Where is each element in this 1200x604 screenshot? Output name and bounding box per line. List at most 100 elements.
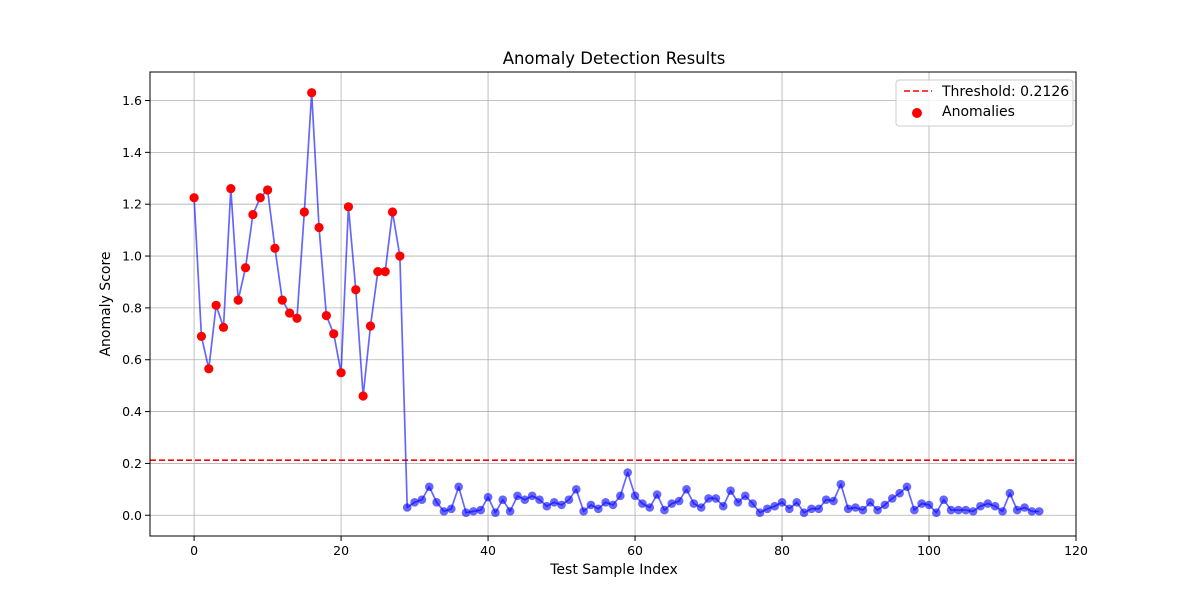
score-point <box>961 505 971 515</box>
anomaly-point <box>387 207 398 217</box>
score-point <box>821 495 831 505</box>
x-tick-label: 20 <box>333 543 349 558</box>
y-tick-label: 0.4 <box>122 404 142 419</box>
anomaly-point <box>358 391 368 401</box>
score-point <box>924 500 934 510</box>
anomaly-point <box>285 308 295 318</box>
score-point <box>483 492 493 502</box>
anomaly-point <box>262 185 273 195</box>
score-point <box>454 482 463 492</box>
anomaly-point <box>292 313 302 323</box>
score-point <box>726 486 735 495</box>
anomaly-point <box>307 88 317 98</box>
y-tick-label: 0.6 <box>122 352 142 367</box>
score-point <box>976 501 985 511</box>
anomaly-point <box>380 267 390 277</box>
score-point <box>785 504 794 514</box>
anomaly-point <box>196 331 207 341</box>
score-point <box>520 495 530 505</box>
x-axis-label: Test Sample Index <box>549 562 678 578</box>
score-point <box>704 494 713 503</box>
anomaly-point <box>321 311 331 321</box>
score-point <box>410 498 419 507</box>
score-point <box>865 498 875 507</box>
anomaly-point <box>248 209 258 220</box>
plot-frame <box>149 71 1077 537</box>
score-point <box>932 508 941 517</box>
anomaly-point <box>218 322 229 332</box>
anomaly-point <box>351 285 361 295</box>
x-tick-label: 60 <box>627 543 643 558</box>
anomaly-point <box>255 193 265 203</box>
anomaly-point <box>343 202 354 212</box>
score-point <box>917 499 926 508</box>
score-point <box>527 491 537 501</box>
anomaly-point <box>226 184 236 194</box>
legend-box <box>895 79 1074 127</box>
score-point <box>549 498 559 507</box>
score-point <box>843 504 853 514</box>
score-point <box>571 485 581 494</box>
anomaly-point <box>204 364 214 374</box>
score-point <box>564 495 574 505</box>
anomaly-point <box>395 251 405 261</box>
x-tick-label: 0 <box>190 543 198 558</box>
score-point <box>968 507 978 516</box>
score-point <box>895 488 904 498</box>
y-tick-label: 1.2 <box>122 197 142 212</box>
score-point <box>432 498 441 507</box>
anomaly-point <box>314 222 324 233</box>
score-point <box>601 498 610 507</box>
score-point <box>733 498 743 507</box>
score-point <box>667 499 677 508</box>
y-tick-label: 1.0 <box>122 249 142 264</box>
score-point <box>682 485 691 494</box>
score-point <box>513 491 522 501</box>
score-point <box>748 499 757 508</box>
score-point <box>689 499 699 508</box>
score-point <box>630 491 640 501</box>
score-point <box>476 505 486 515</box>
anomaly-point <box>277 295 287 305</box>
score-point <box>983 499 993 508</box>
score-point <box>792 498 802 507</box>
score-point <box>990 501 1000 511</box>
score-point <box>777 498 787 507</box>
score-point <box>645 503 655 512</box>
score-point <box>652 490 662 499</box>
score-point <box>461 508 471 517</box>
y-tick-label: 1.6 <box>122 93 142 108</box>
legend-anomaly-label: Anomalies <box>942 104 1015 120</box>
legend: Threshold: 0.2126 Anomalies <box>895 79 1074 127</box>
anomaly-point <box>365 321 376 331</box>
score-point <box>424 482 434 492</box>
score-point <box>740 491 750 501</box>
score-point <box>807 504 816 514</box>
score-point <box>711 494 721 503</box>
score-point <box>799 508 809 517</box>
x-tick-label: 80 <box>774 543 790 558</box>
legend-anomaly-swatch <box>912 108 922 118</box>
y-tick-label: 1.4 <box>122 145 142 160</box>
score-point <box>1027 507 1037 516</box>
score-point <box>851 503 860 512</box>
x-tick-label: 40 <box>480 543 496 558</box>
x-tick-label: 100 <box>917 543 941 558</box>
anomaly-point <box>211 300 221 310</box>
score-point <box>887 494 897 503</box>
score-point <box>880 500 890 510</box>
score-point <box>910 505 919 515</box>
score-point <box>402 503 412 512</box>
score-point <box>557 500 566 510</box>
score-point <box>674 496 684 506</box>
score-point <box>1005 488 1015 498</box>
score-point <box>608 500 618 510</box>
y-axis-label: Anomaly Score <box>98 251 114 356</box>
anomaly-point <box>270 243 280 253</box>
score-point <box>542 501 552 511</box>
anomalies-layer <box>189 88 405 401</box>
score-point <box>417 495 427 505</box>
score-point <box>498 495 508 505</box>
anomaly-point <box>373 267 383 277</box>
